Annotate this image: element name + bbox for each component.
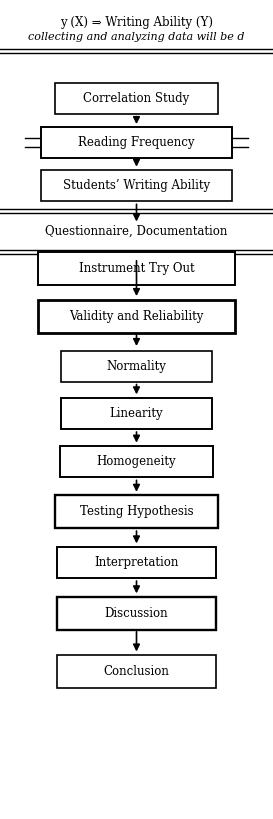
FancyBboxPatch shape bbox=[55, 495, 218, 528]
Text: Validity and Reliability: Validity and Reliability bbox=[69, 310, 204, 323]
FancyBboxPatch shape bbox=[61, 398, 212, 429]
Text: Normality: Normality bbox=[106, 360, 167, 373]
FancyBboxPatch shape bbox=[55, 83, 218, 114]
FancyBboxPatch shape bbox=[61, 351, 212, 382]
Text: Instrument Try Out: Instrument Try Out bbox=[79, 262, 194, 275]
Text: Questionnaire, Documentation: Questionnaire, Documentation bbox=[45, 224, 228, 238]
Text: Interpretation: Interpretation bbox=[94, 556, 179, 569]
FancyBboxPatch shape bbox=[57, 547, 216, 578]
FancyBboxPatch shape bbox=[57, 655, 216, 688]
Text: Correlation Study: Correlation Study bbox=[83, 92, 190, 105]
Text: collecting and analyzing data will be d: collecting and analyzing data will be d bbox=[28, 32, 245, 42]
FancyBboxPatch shape bbox=[38, 252, 235, 285]
Text: Students’ Writing Ability: Students’ Writing Ability bbox=[63, 179, 210, 192]
FancyBboxPatch shape bbox=[57, 597, 216, 630]
FancyBboxPatch shape bbox=[38, 300, 235, 333]
Text: y (X) ⇒ Writing Ability (Y): y (X) ⇒ Writing Ability (Y) bbox=[60, 16, 213, 29]
FancyBboxPatch shape bbox=[60, 446, 213, 477]
Text: Linearity: Linearity bbox=[110, 407, 163, 420]
Text: Homogeneity: Homogeneity bbox=[97, 455, 176, 468]
Text: Conclusion: Conclusion bbox=[103, 665, 170, 678]
FancyBboxPatch shape bbox=[41, 127, 232, 158]
Text: Discussion: Discussion bbox=[105, 607, 168, 620]
FancyBboxPatch shape bbox=[41, 170, 232, 201]
Text: Testing Hypothesis: Testing Hypothesis bbox=[80, 505, 193, 518]
Text: Reading Frequency: Reading Frequency bbox=[78, 136, 195, 149]
